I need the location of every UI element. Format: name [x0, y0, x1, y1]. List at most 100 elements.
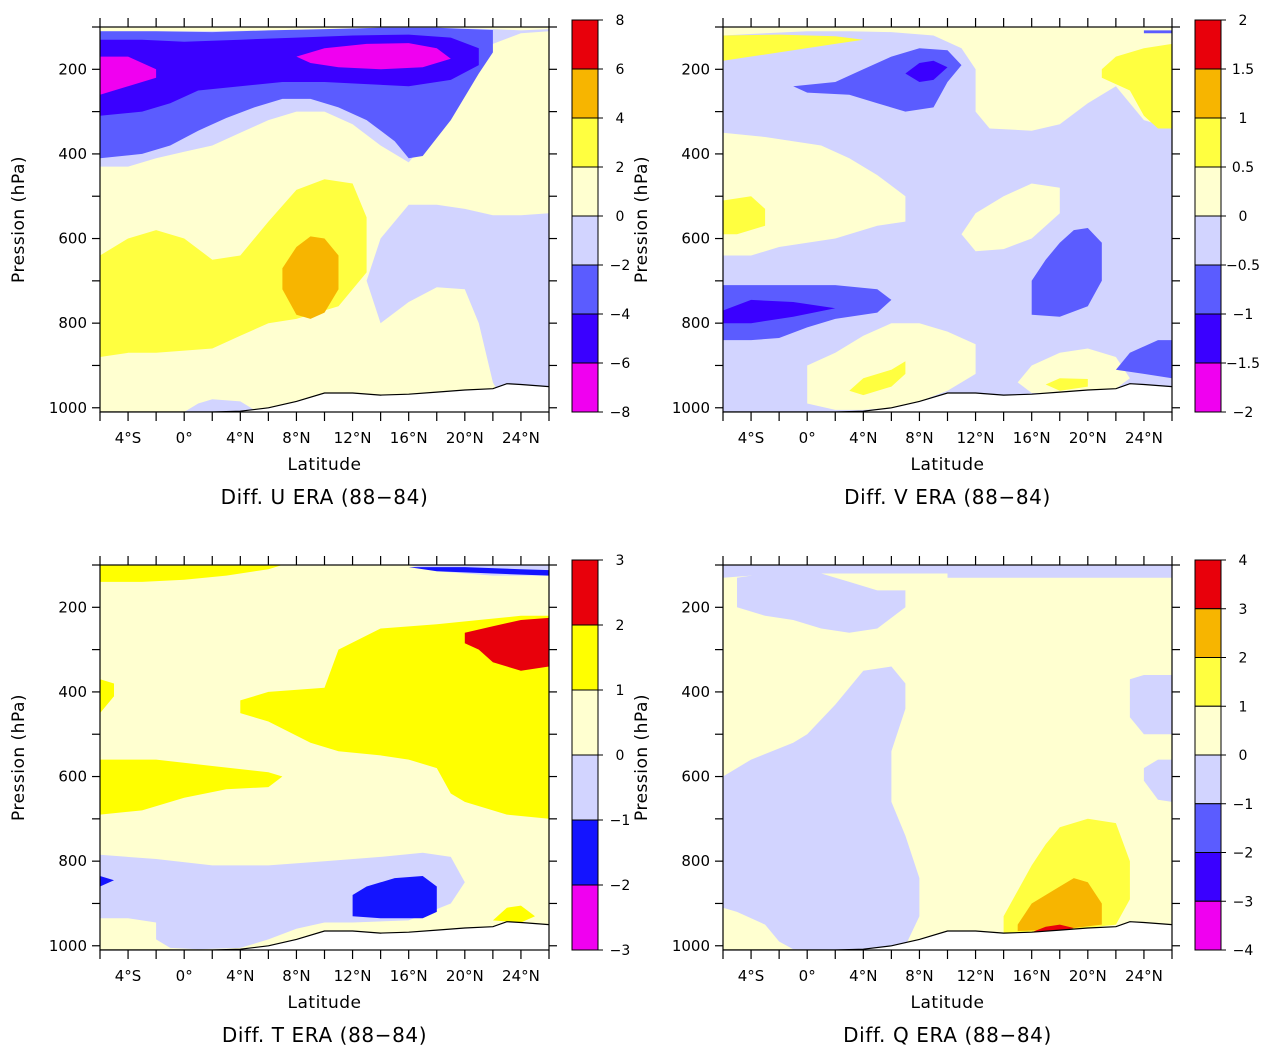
contour-region: [807, 323, 976, 410]
colorbar-label: −1: [1233, 307, 1254, 323]
contour-region: [723, 299, 836, 324]
y-tick-label: 600: [681, 230, 710, 248]
colorbar-swatch: [1194, 852, 1222, 902]
colorbar-swatch: [1194, 803, 1222, 853]
contour-region: [492, 905, 535, 923]
contour-region: [1129, 675, 1172, 735]
ground-mask: [100, 921, 549, 950]
x-axis-label: Latitude: [288, 993, 362, 1013]
panel-4: 4°S 0° 4°N 8°N 12°N 16°N 20°N 24°N 200 400 600 800 1…: [632, 553, 1253, 1047]
y-tick-label: 200: [58, 598, 87, 616]
colorbar-label: −3: [610, 943, 631, 959]
x-tick-label: 8°N: [282, 967, 310, 985]
colorbar-label: 0: [616, 748, 625, 764]
contour-region: [100, 679, 114, 714]
contour-region: [1143, 759, 1172, 802]
y-axis-label: Pression (hPa): [9, 694, 29, 821]
y-tick-label: 1000: [672, 399, 710, 417]
colorbar-label: −2: [610, 258, 631, 274]
contour-region: [905, 60, 948, 82]
y-tick-label: 800: [58, 314, 87, 332]
colorbar-label: −3: [1233, 894, 1254, 910]
colorbar-label: 1: [1239, 699, 1248, 715]
x-axis-label: Latitude: [911, 455, 985, 475]
x-tick-label: 0°: [176, 967, 193, 985]
contour-region: [296, 43, 451, 70]
x-tick-label: 8°N: [905, 429, 933, 447]
panel-title: Diff. T ERA (88−84): [222, 1023, 427, 1047]
x-tick-label: 12°N: [334, 967, 372, 985]
y-tick-label: 800: [58, 852, 87, 870]
colorbar-swatch: [1194, 608, 1222, 658]
contour-region: [240, 615, 549, 819]
x-tick-label: 4°S: [738, 967, 765, 985]
x-tick-label: 0°: [176, 429, 193, 447]
x-tick-label: 24°N: [502, 429, 540, 447]
x-tick-label: 16°N: [390, 967, 428, 985]
colorbar-label: 3: [616, 553, 625, 569]
y-axis-label: Pression (hPa): [632, 156, 652, 283]
panel-1: 4°S 0° 4°N 8°N 12°N 16°N 20°N 24°N 200 400 600 800 1…: [9, 13, 630, 509]
x-tick-label: 4°N: [226, 429, 254, 447]
contour-region: [366, 204, 549, 408]
colorbar-swatch: [1194, 313, 1222, 364]
contour-region: [1045, 378, 1088, 391]
y-tick-label: 400: [58, 145, 87, 163]
contour-field: [723, 565, 1172, 950]
x-tick-label: 20°N: [1069, 967, 1107, 985]
y-tick-label: 600: [681, 768, 710, 786]
x-tick-label: 20°N: [1069, 429, 1107, 447]
contour-region: [100, 852, 465, 950]
ground-mask: [100, 383, 549, 412]
contour-region: [723, 565, 1172, 578]
colorbar-label: −4: [1233, 943, 1254, 959]
colorbar-swatch: [571, 215, 599, 266]
x-tick-label: 4°N: [226, 967, 254, 985]
colorbar-label: −1: [610, 813, 631, 829]
colorbar-label: 0.5: [1232, 160, 1254, 176]
contour-region: [723, 132, 906, 256]
contour-field: [100, 27, 549, 412]
colorbar-label: 0: [1239, 209, 1248, 225]
contour-region: [184, 399, 255, 412]
colorbar-label: 4: [1239, 553, 1248, 569]
x-tick-label: 0°: [799, 429, 816, 447]
colorbar-swatch: [1194, 705, 1222, 756]
colorbar-swatch: [1194, 215, 1222, 266]
contour-region: [100, 56, 157, 95]
y-tick-label: 400: [681, 145, 710, 163]
x-tick-label: 16°N: [1013, 429, 1051, 447]
contour-region: [100, 759, 283, 815]
colorbar: 2 1.5 1 0.5 0 −0.5 −1 −1.5 −2: [1194, 13, 1260, 421]
panel-title: Diff. U ERA (88−84): [221, 485, 429, 509]
colorbar-swatch: [1194, 362, 1222, 413]
contour-region: [408, 567, 549, 576]
colorbar-label: 2: [1239, 651, 1248, 667]
colorbar-swatch: [571, 264, 599, 315]
x-tick-label: 12°N: [957, 429, 995, 447]
colorbar-label: 8: [616, 13, 625, 29]
panel-2: 4°S 0° 4°N 8°N 12°N 16°N 20°N 24°N 200 400 600 800 1…: [632, 13, 1260, 509]
colorbar-label: −8: [610, 405, 631, 421]
contour-region: [1101, 43, 1172, 129]
contour-region: [100, 565, 283, 582]
contour-region: [849, 361, 906, 396]
y-tick-label: 600: [58, 768, 87, 786]
colorbar-label: −2: [1233, 846, 1254, 862]
colorbar-swatch: [1194, 117, 1222, 168]
colorbar-swatch: [571, 68, 599, 119]
colorbar-swatch: [571, 754, 599, 821]
x-tick-label: 20°N: [446, 967, 484, 985]
contour-region: [723, 666, 920, 950]
ground-mask: [723, 921, 1172, 950]
contour-region: [1031, 228, 1102, 317]
y-tick-label: 1000: [672, 937, 710, 955]
colorbar-label: −2: [610, 878, 631, 894]
x-tick-label: 16°N: [1013, 967, 1051, 985]
colorbar-swatch: [571, 117, 599, 168]
colorbar-label: 2: [616, 618, 625, 634]
x-tick-label: 4°N: [849, 967, 877, 985]
colorbar-swatch: [1194, 68, 1222, 119]
x-tick-label: 4°S: [738, 429, 765, 447]
colorbar-label: 3: [1239, 602, 1248, 618]
